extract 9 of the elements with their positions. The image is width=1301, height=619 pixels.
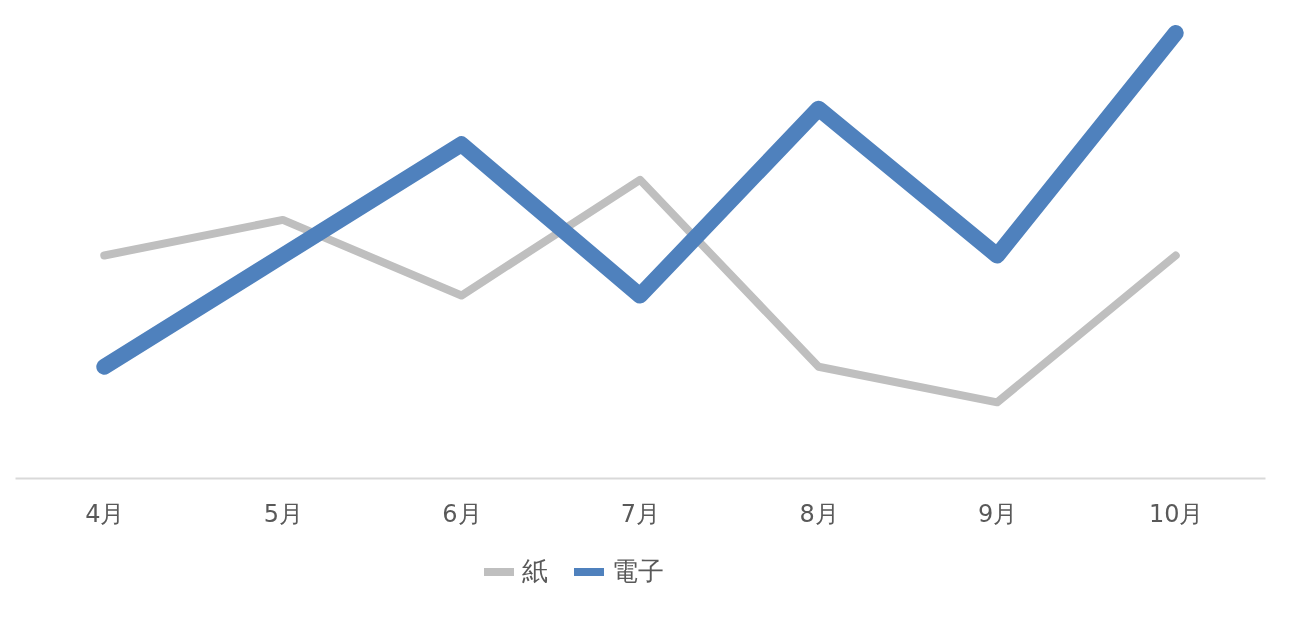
legend-label: 紙 xyxy=(522,556,548,586)
x-tick-label: 8月 xyxy=(799,499,839,528)
x-tick-label: 9月 xyxy=(978,499,1018,528)
legend-label: 電子 xyxy=(612,556,664,586)
x-tick-label: 4月 xyxy=(85,499,125,528)
x-tick-label: 10月 xyxy=(1148,499,1204,528)
x-tick-label: 7月 xyxy=(620,499,661,528)
x-tick-label: 6月 xyxy=(442,499,482,528)
x-tick-label: 5月 xyxy=(263,499,303,528)
